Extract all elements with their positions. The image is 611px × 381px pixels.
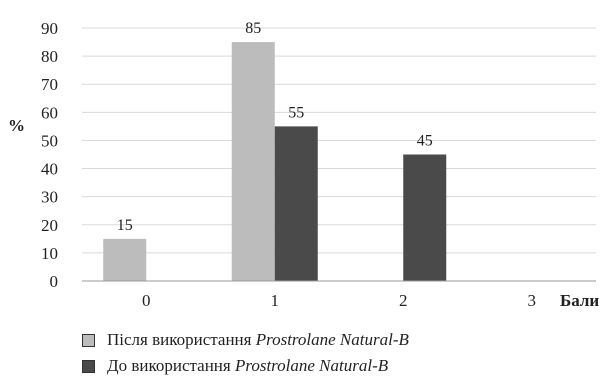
- y-tick-label: 80: [41, 47, 58, 66]
- legend-item-before: До використання Prostrolane Natural-B: [82, 353, 409, 379]
- y-tick-label: 0: [50, 272, 59, 291]
- data-label: 55: [288, 104, 304, 121]
- x-tick-label: 0: [142, 291, 151, 310]
- legend-swatch-before: [82, 359, 95, 373]
- y-tick-label: 50: [41, 131, 58, 150]
- y-tick-label: 30: [41, 188, 58, 207]
- y-tick-label: 90: [41, 19, 58, 38]
- data-label: 15: [117, 217, 133, 234]
- gridlines: [82, 27, 596, 254]
- y-axis-ticks: 0 10 20 30 40 50 60 70 80 90: [41, 19, 58, 291]
- legend-item-after: Після використання Prostrolane Natural-B: [82, 327, 409, 353]
- bars: [103, 42, 447, 281]
- legend-swatch-after: [82, 333, 95, 347]
- x-axis-ticks: 0 1 2 3: [142, 291, 536, 310]
- x-axis-title: Бали: [560, 291, 599, 310]
- data-label: 85: [245, 20, 261, 37]
- y-tick-label: 60: [41, 103, 58, 122]
- legend-label-before: До використання Prostrolane Natural-B: [107, 356, 389, 375]
- bar: [274, 126, 318, 281]
- y-tick-label: 70: [41, 75, 58, 94]
- bar: [231, 42, 275, 281]
- data-label: 45: [417, 133, 433, 150]
- x-tick-label: 3: [528, 291, 537, 310]
- y-tick-label: 20: [41, 216, 58, 235]
- x-tick-label: 1: [271, 291, 280, 310]
- data-labels: 15 85 55 45: [117, 20, 433, 234]
- y-tick-label: 10: [41, 244, 58, 263]
- bar-chart: 15 85 55 45 0 10 20 30 40 50 60 70 80 90 0 1 2 3 % Бали: [8, 19, 599, 310]
- y-tick-label: 40: [41, 160, 58, 179]
- x-tick-label: 2: [399, 291, 408, 310]
- y-axis-title: %: [8, 116, 25, 135]
- legend-label-after: Після використання Prostrolane Natural-B: [107, 330, 409, 349]
- bar: [103, 238, 147, 281]
- legend: Після використання Prostrolane Natural-B…: [82, 327, 409, 379]
- bar: [403, 154, 447, 281]
